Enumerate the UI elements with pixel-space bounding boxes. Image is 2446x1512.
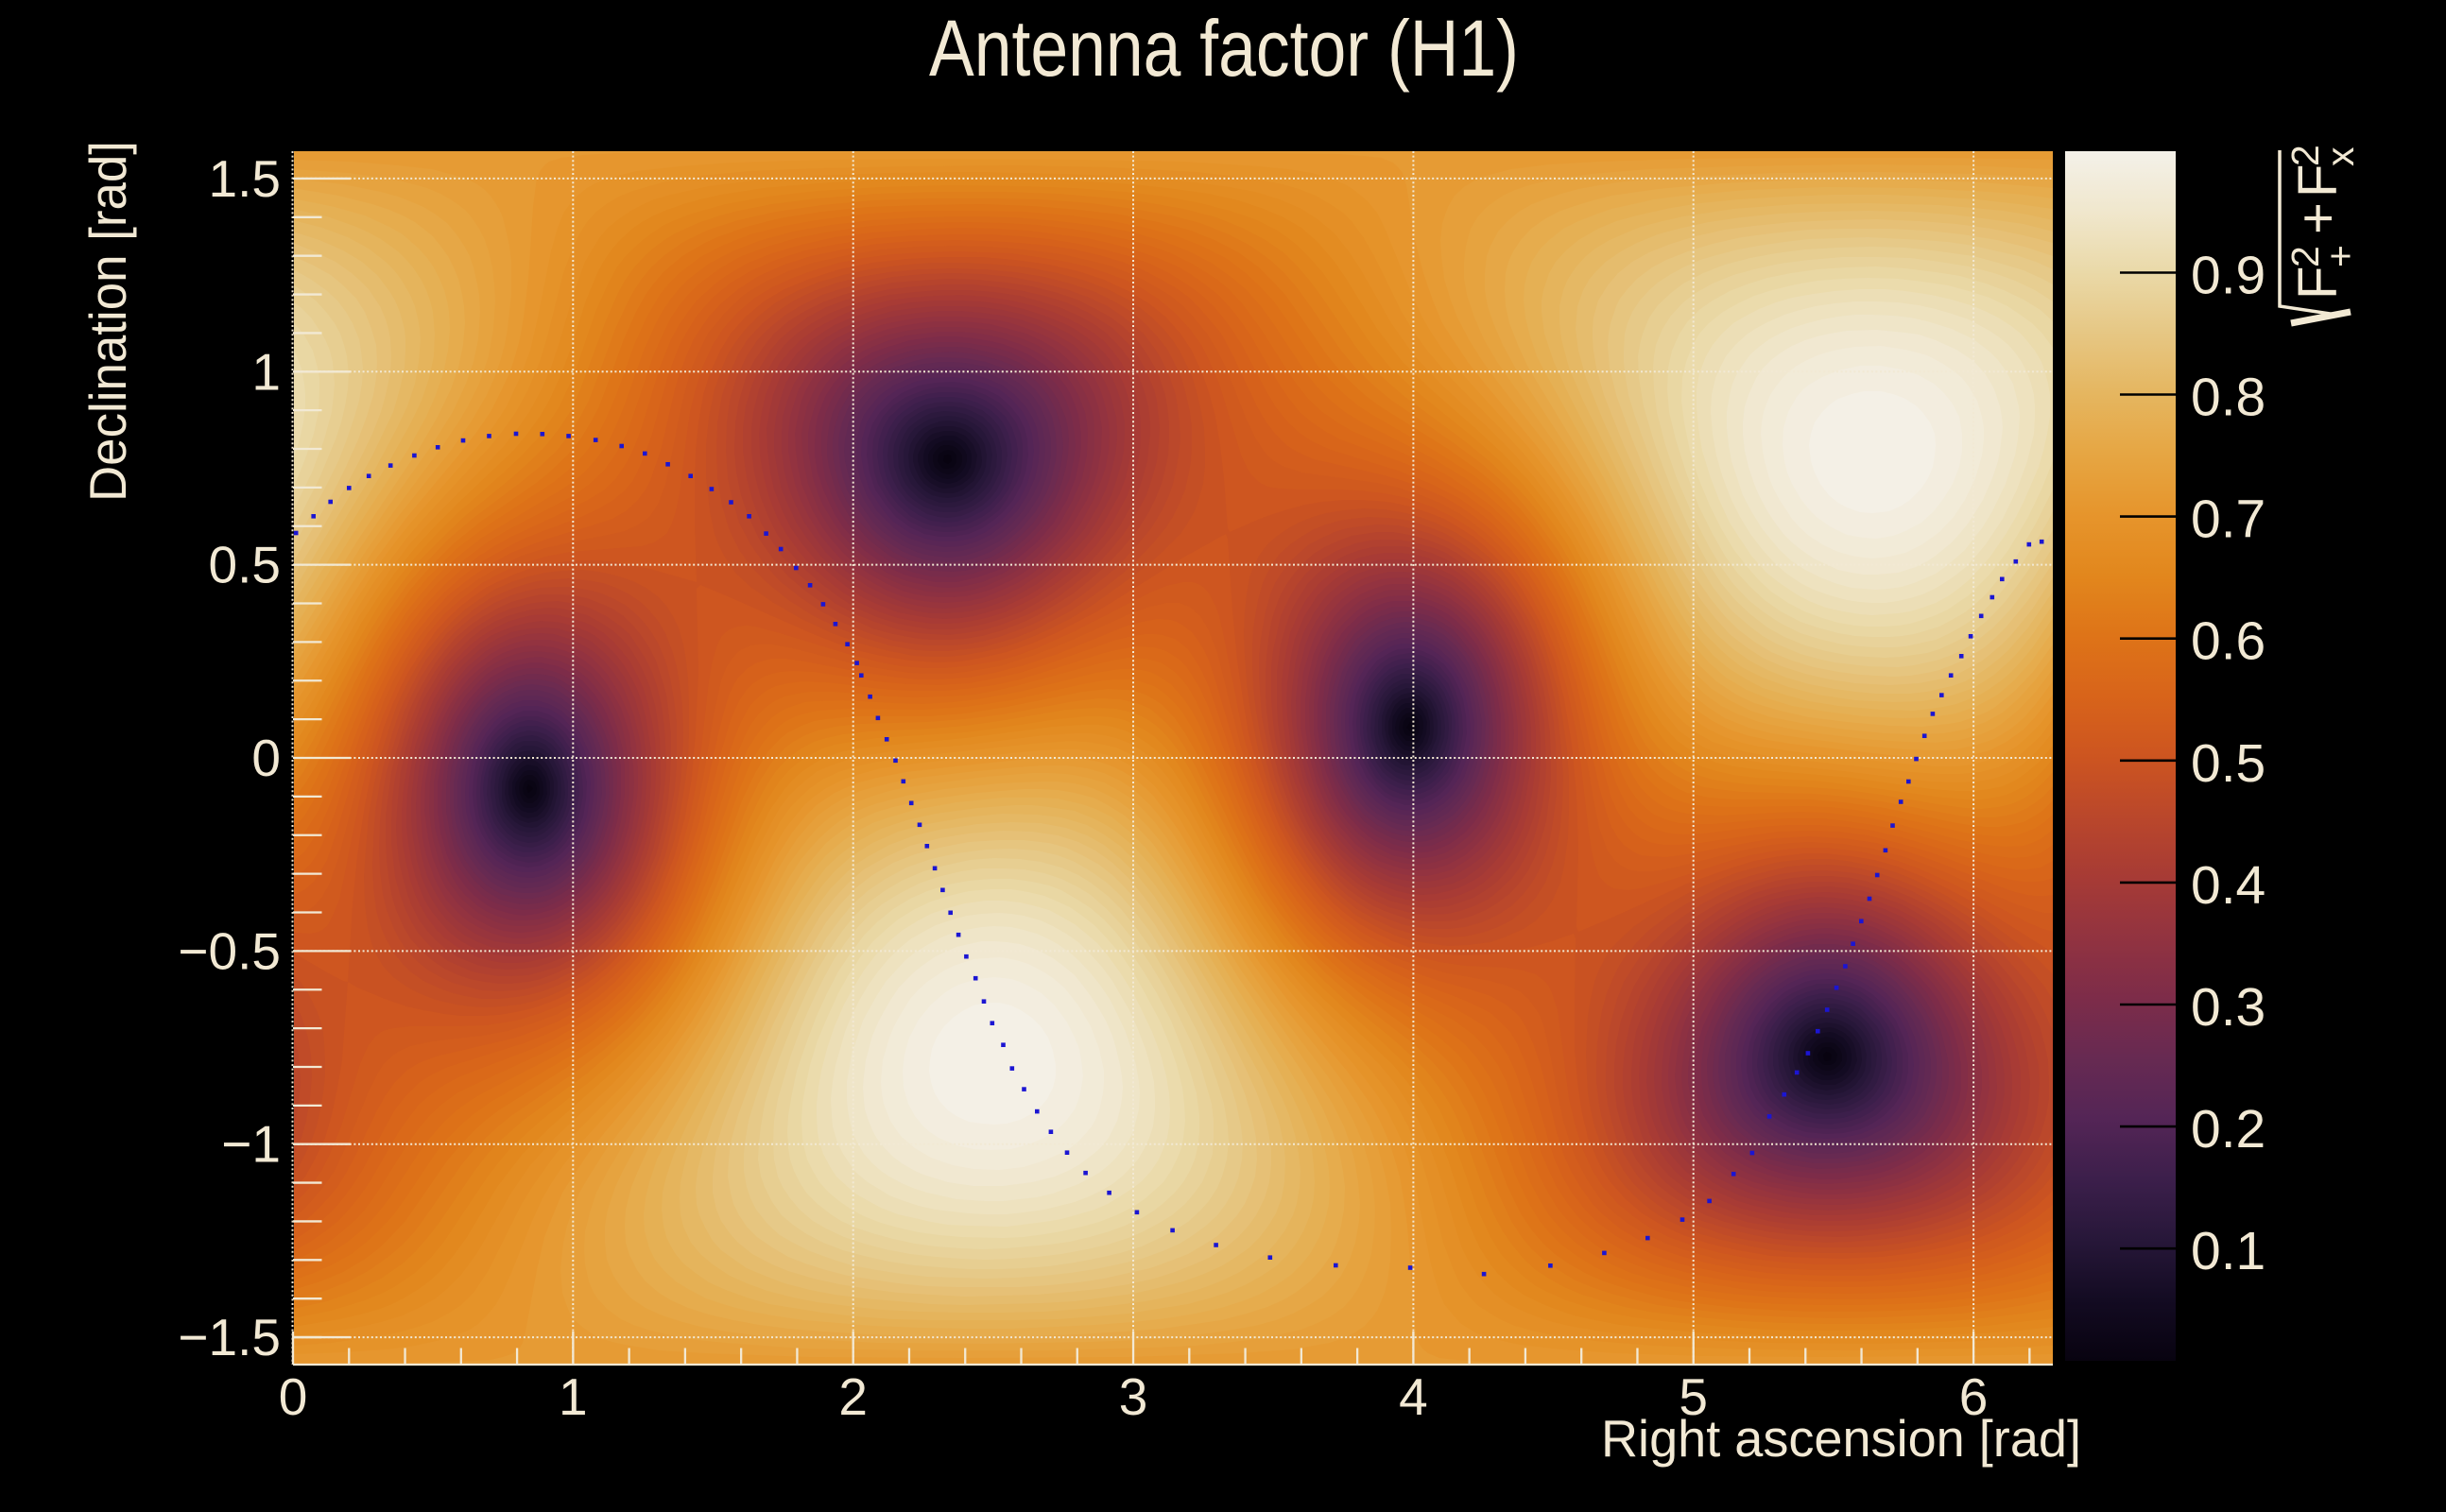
svg-text:1: 1 [559,1367,588,1426]
svg-text:0: 0 [251,729,281,787]
svg-text:6: 6 [1959,1367,1989,1426]
svg-text:0.5: 0.5 [2191,733,2265,794]
svg-text:0.9: 0.9 [2191,246,2265,306]
svg-text:0.8: 0.8 [2191,368,2265,428]
svg-text:2: 2 [2283,145,2327,166]
svg-text:0.6: 0.6 [2191,611,2265,672]
svg-text:0.2: 0.2 [2191,1099,2265,1160]
svg-text:+: + [2287,202,2349,234]
svg-text:x: x [2318,146,2362,166]
svg-text:Right ascension [rad]: Right ascension [rad] [1601,1409,2081,1468]
svg-text:−1: −1 [221,1115,281,1174]
svg-text:0.7: 0.7 [2191,490,2265,550]
svg-text:0.5: 0.5 [209,536,281,594]
svg-text:2: 2 [2283,246,2327,267]
svg-text:4: 4 [1399,1367,1428,1426]
svg-text:Declination [rad]: Declination [rad] [78,141,137,502]
svg-text:1.5: 1.5 [209,149,281,208]
svg-text:Antenna factor (H1): Antenna factor (H1) [929,4,1519,93]
svg-text:3: 3 [1119,1367,1148,1426]
svg-text:F: F [2287,266,2349,300]
svg-text:1: 1 [251,342,281,401]
svg-text:0.3: 0.3 [2191,977,2265,1038]
svg-text:0.1: 0.1 [2191,1221,2265,1281]
svg-text:0: 0 [279,1367,308,1426]
svg-text:0.4: 0.4 [2191,855,2265,916]
svg-text:F: F [2287,164,2349,198]
svg-text:2: 2 [838,1367,868,1426]
svg-text:−0.5: −0.5 [178,921,281,980]
svg-text:−1.5: −1.5 [178,1308,281,1366]
svg-text:+: + [2318,245,2362,267]
svg-text:5: 5 [1679,1367,1708,1426]
